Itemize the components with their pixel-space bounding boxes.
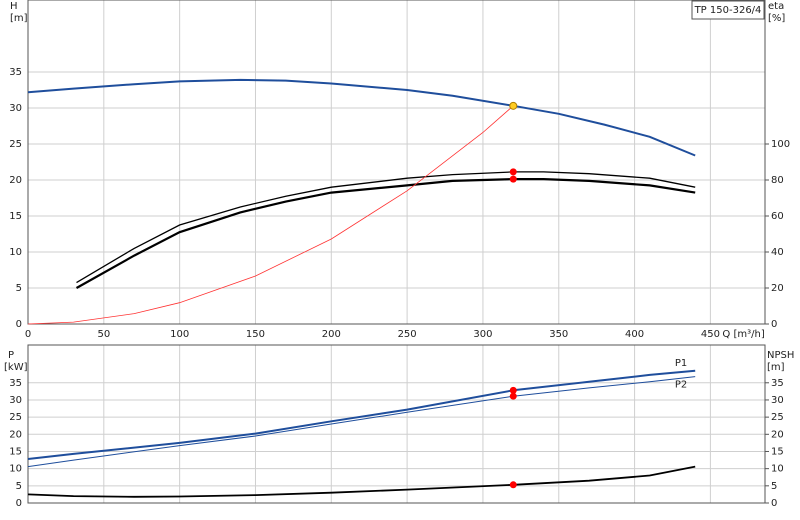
y2-axis-unit: [m] <box>767 362 785 373</box>
x-tick-label: 350 <box>549 329 568 340</box>
y2-tick-label: 40 <box>771 247 784 258</box>
y-tick-label: 15 <box>9 446 22 457</box>
y2-tick-label: 80 <box>771 175 784 186</box>
curve <box>27 376 696 468</box>
x-tick-label: 250 <box>398 329 417 340</box>
y-tick-label: 20 <box>9 429 22 440</box>
y2-tick-label: 60 <box>771 211 784 222</box>
curve-label: P1 <box>675 358 687 369</box>
y-axis-label: H <box>10 1 18 12</box>
y2-tick-label: 100 <box>771 139 790 150</box>
x-tick-label: 450 <box>701 329 720 340</box>
y-tick-label: 5 <box>16 283 22 294</box>
y2-tick-label: 0 <box>771 319 777 330</box>
y-tick-label: 10 <box>9 247 22 258</box>
curve <box>75 178 696 289</box>
y2-tick-label: 20 <box>771 283 784 294</box>
x-tick-label: 400 <box>625 329 644 340</box>
y2-tick-label: 5 <box>771 481 777 492</box>
y2-tick-label: 30 <box>771 395 784 406</box>
y2-axis-label: NPSH <box>767 350 794 361</box>
y-tick-label: 25 <box>9 139 22 150</box>
y-tick-label: 20 <box>9 175 22 186</box>
curve <box>27 465 696 498</box>
y-tick-label: 35 <box>9 378 22 389</box>
operating-point <box>509 168 517 176</box>
y2-axis-unit: [%] <box>768 13 785 24</box>
y2-tick-label: 0 <box>771 498 777 509</box>
operating-point <box>509 386 517 394</box>
y2-tick-label: 20 <box>771 429 784 440</box>
y-axis-unit: [m] <box>10 13 28 24</box>
operating-point <box>509 101 518 110</box>
y-tick-label: 0 <box>16 498 22 509</box>
operating-point <box>509 175 517 183</box>
y-tick-label: 30 <box>9 395 22 406</box>
y-axis-label: P <box>8 350 14 361</box>
y-tick-label: 0 <box>16 319 22 330</box>
y-tick-label: 5 <box>16 481 22 492</box>
x-tick-label: 0 <box>25 329 31 340</box>
y2-tick-label: 15 <box>771 446 784 457</box>
curve <box>76 171 696 284</box>
y-tick-label: 35 <box>9 67 22 78</box>
x-tick-label: 150 <box>246 329 265 340</box>
operating-point <box>509 481 517 489</box>
curve-label: P2 <box>675 380 687 391</box>
curve <box>27 369 696 460</box>
curve <box>27 78 696 157</box>
y-tick-label: 10 <box>9 464 22 475</box>
curve <box>27 105 514 325</box>
y2-tick-label: 25 <box>771 412 784 423</box>
x-tick-label: 100 <box>170 329 189 340</box>
y2-axis-label: eta <box>768 1 784 12</box>
y2-tick-label: 10 <box>771 464 784 475</box>
y-tick-label: 15 <box>9 211 22 222</box>
plot-frame <box>27 0 766 325</box>
x-tick-label: 200 <box>322 329 341 340</box>
chart-title: TP 150-326/4 <box>694 5 762 16</box>
x-tick-label: 300 <box>473 329 492 340</box>
y-tick-label: 30 <box>9 103 22 114</box>
operating-point <box>509 392 517 400</box>
plot-frame <box>27 344 766 504</box>
x-tick-label: 50 <box>97 329 110 340</box>
title-box <box>691 0 765 20</box>
y-axis-unit: [kW] <box>4 362 28 373</box>
y-tick-label: 25 <box>9 412 22 423</box>
y2-tick-label: 35 <box>771 378 784 389</box>
x-axis-label: Q [m³/h] <box>722 329 764 340</box>
